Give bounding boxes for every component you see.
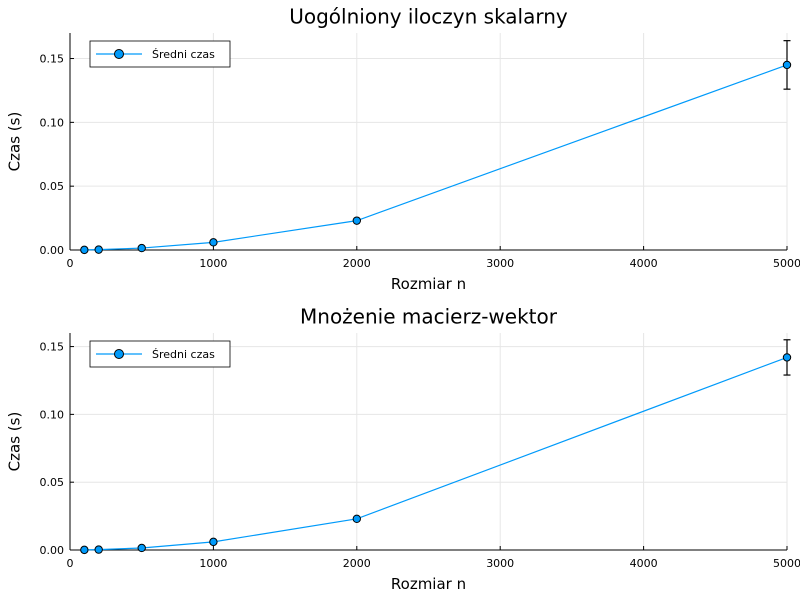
y-axis-label: Czas (s) (6, 412, 24, 472)
chart-title: Uogólniony iloczyn skalarny (289, 5, 568, 29)
y-tick-label: 0.00 (40, 544, 65, 557)
x-tick-label: 5000 (773, 257, 800, 270)
y-tick-label: 0.15 (40, 53, 65, 66)
x-tick-label: 1000 (199, 557, 227, 570)
y-tick-label: 0.15 (40, 341, 65, 354)
y-tick-label: 0.10 (40, 116, 65, 129)
series-line (84, 64, 788, 251)
data-point (209, 238, 218, 247)
x-tick-label: 5000 (773, 557, 800, 570)
legend: Średni czas (89, 40, 231, 68)
legend-label: Średni czas (152, 48, 215, 61)
series-line (84, 356, 788, 551)
x-tick-label: 0 (67, 257, 74, 270)
data-point (137, 543, 146, 553)
x-tick-label: 3000 (486, 257, 514, 270)
y-tick-label: 0.05 (40, 180, 65, 193)
x-tick-label: 3000 (486, 557, 514, 570)
chart-title: Mnożenie macierz-wektor (300, 305, 558, 329)
chart-panel-2: Mnożenie macierz-wektor 0 1000 2000 3000 4000… (6, 305, 800, 594)
chart-panel-1: Uogólniony iloczyn skalarny 0 1000 2000 3000… (6, 5, 800, 294)
x-axis-label: Rozmiar n (391, 275, 466, 293)
data-point (80, 545, 89, 555)
x-tick-label: 2000 (343, 557, 371, 570)
x-tick-label: 4000 (630, 557, 658, 570)
y-tick-label: 0.05 (40, 476, 65, 489)
y-tick-label: 0.10 (40, 408, 65, 421)
x-tick-label: 0 (67, 557, 74, 570)
data-point (80, 245, 89, 255)
y-axis-label: Czas (s) (6, 112, 24, 172)
x-tick-label: 1000 (199, 257, 227, 270)
legend-marker-swatch (114, 49, 124, 59)
data-point (352, 514, 361, 524)
legend-label: Średni czas (152, 348, 215, 361)
legend-marker-swatch (114, 349, 124, 359)
data-point (352, 216, 361, 225)
data-point (782, 60, 792, 70)
x-axis-label: Rozmiar n (391, 575, 466, 593)
x-tick-label: 4000 (630, 257, 658, 270)
data-point (209, 537, 218, 547)
y-tick-label: 0.00 (40, 244, 65, 257)
data-point (94, 245, 103, 254)
x-tick-label: 2000 (343, 257, 371, 270)
legend: Średni czas (89, 340, 231, 368)
data-point (137, 243, 146, 253)
data-point (782, 353, 792, 362)
data-point (94, 545, 103, 554)
